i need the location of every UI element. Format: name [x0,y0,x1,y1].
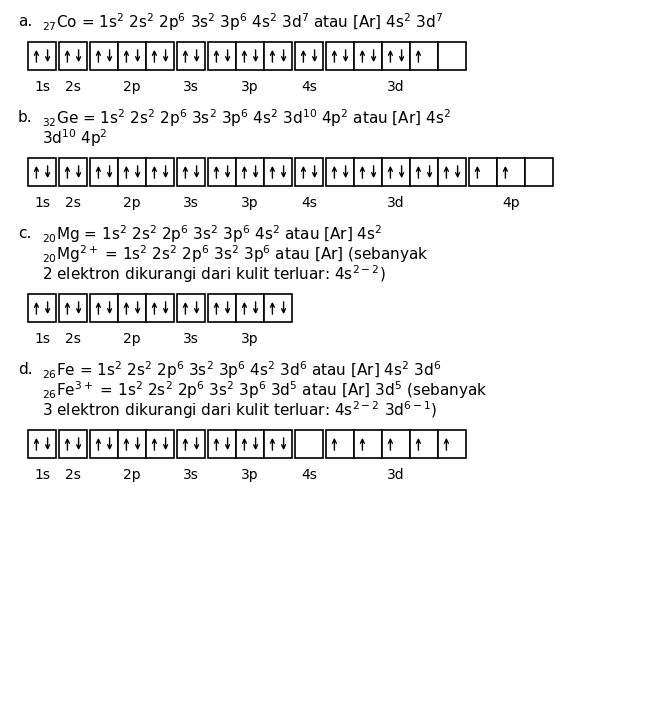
Bar [90,430,118,458]
Text: 3p: 3p [241,468,259,482]
Text: 2 elektron dikurangi dari kulit terluar: 4s$^{2-2}$): 2 elektron dikurangi dari kulit terluar:… [42,263,386,285]
Bar [118,42,146,70]
Text: $_{26}$Fe$^{3+}$ = 1s$^2$ 2s$^2$ 2p$^6$ 3s$^2$ 3p$^6$ 3d$^5$ atau [Ar] 3d$^5$ (s: $_{26}$Fe$^{3+}$ = 1s$^2$ 2s$^2$ 2p$^6$ … [42,379,487,401]
Bar [177,158,205,186]
Bar [295,42,323,70]
Bar [118,430,146,458]
Bar [438,42,466,70]
Text: 2p: 2p [123,80,141,94]
Text: 3p: 3p [241,196,259,210]
Text: 3p: 3p [241,332,259,346]
Text: $_{20}$Mg = 1s$^2$ 2s$^2$ 2p$^6$ 3s$^2$ 3p$^6$ 4s$^2$ atau [Ar] 4s$^2$: $_{20}$Mg = 1s$^2$ 2s$^2$ 2p$^6$ 3s$^2$ … [42,223,383,245]
Bar [28,158,56,186]
Text: 2s: 2s [65,196,81,210]
Bar [382,430,410,458]
Bar [264,430,292,458]
Bar [177,294,205,322]
Text: 4s: 4s [301,196,317,210]
Bar [146,430,174,458]
Bar [236,158,264,186]
Text: 4s: 4s [301,80,317,94]
Bar [354,430,382,458]
Text: 1s: 1s [34,196,50,210]
Bar [146,294,174,322]
Text: 2p: 2p [123,468,141,482]
Bar [410,158,438,186]
Bar [118,294,146,322]
Bar [410,42,438,70]
Text: $_{27}$Co = 1s$^2$ 2s$^2$ 2p$^6$ 3s$^2$ 3p$^6$ 4s$^2$ 3d$^7$ atau [Ar] 4s$^2$ 3d: $_{27}$Co = 1s$^2$ 2s$^2$ 2p$^6$ 3s$^2$ … [42,11,443,32]
Bar [28,430,56,458]
Text: 1s: 1s [34,80,50,94]
Bar [326,430,354,458]
Text: 3d: 3d [387,80,405,94]
Bar [236,294,264,322]
Bar [236,430,264,458]
Text: $_{26}$Fe = 1s$^2$ 2s$^2$ 2p$^6$ 3s$^2$ 3p$^6$ 4s$^2$ 3d$^6$ atau [Ar] 4s$^2$ 3d: $_{26}$Fe = 1s$^2$ 2s$^2$ 2p$^6$ 3s$^2$ … [42,359,441,380]
Bar [438,430,466,458]
Bar [146,42,174,70]
Bar [208,42,236,70]
Bar [469,158,497,186]
Bar [90,294,118,322]
Text: 4p: 4p [502,196,520,210]
Text: b.: b. [18,110,33,126]
Bar [177,430,205,458]
Text: 2s: 2s [65,468,81,482]
Text: 3s: 3s [183,80,199,94]
Text: 1s: 1s [34,468,50,482]
Text: 3s: 3s [183,468,199,482]
Bar [264,294,292,322]
Text: d.: d. [18,362,33,378]
Bar [208,158,236,186]
Bar [354,42,382,70]
Text: 3s: 3s [183,332,199,346]
Text: 2p: 2p [123,196,141,210]
Text: 2s: 2s [65,332,81,346]
Text: 2s: 2s [65,80,81,94]
Text: 3d: 3d [387,196,405,210]
Bar [354,158,382,186]
Bar [326,42,354,70]
Bar [525,158,553,186]
Bar [90,42,118,70]
Bar [410,430,438,458]
Bar [208,294,236,322]
Bar [90,158,118,186]
Text: a.: a. [18,14,32,30]
Text: c.: c. [18,227,31,241]
Text: 3s: 3s [183,196,199,210]
Bar [264,42,292,70]
Bar [438,158,466,186]
Text: 3d$^{10}$ 4p$^2$: 3d$^{10}$ 4p$^2$ [42,127,108,149]
Bar [382,42,410,70]
Bar [146,158,174,186]
Text: 4s: 4s [301,468,317,482]
Text: 3d: 3d [387,468,405,482]
Bar [177,42,205,70]
Bar [59,294,87,322]
Bar [295,158,323,186]
Bar [59,42,87,70]
Text: 2p: 2p [123,332,141,346]
Bar [118,158,146,186]
Text: 3p: 3p [241,80,259,94]
Bar [59,158,87,186]
Text: 1s: 1s [34,332,50,346]
Bar [59,430,87,458]
Text: $_{32}$Ge = 1s$^2$ 2s$^2$ 2p$^6$ 3s$^2$ 3p$^6$ 4s$^2$ 3d$^{10}$ 4p$^2$ atau [Ar]: $_{32}$Ge = 1s$^2$ 2s$^2$ 2p$^6$ 3s$^2$ … [42,107,451,129]
Text: 3 elektron dikurangi dari kulit terluar: 4s$^{2-2}$ 3d$^{6-1}$): 3 elektron dikurangi dari kulit terluar:… [42,399,437,421]
Bar [28,42,56,70]
Bar [326,158,354,186]
Bar [264,158,292,186]
Text: $_{20}$Mg$^{2+}$ = 1s$^2$ 2s$^2$ 2p$^6$ 3s$^2$ 3p$^6$ atau [Ar] (sebanyak: $_{20}$Mg$^{2+}$ = 1s$^2$ 2s$^2$ 2p$^6$ … [42,243,429,265]
Bar [208,430,236,458]
Bar [382,158,410,186]
Bar [497,158,525,186]
Bar [28,294,56,322]
Bar [236,42,264,70]
Bar [295,430,323,458]
